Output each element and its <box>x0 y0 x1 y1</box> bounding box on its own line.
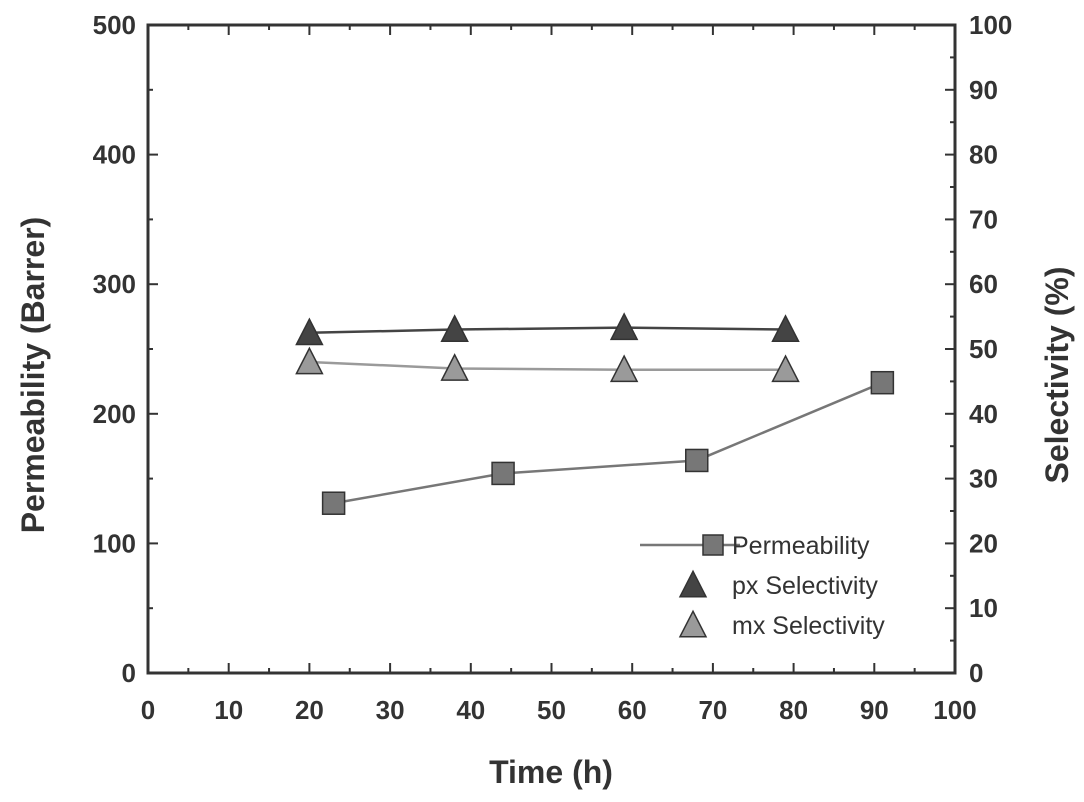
x-axis-title: Time (h) <box>489 754 613 790</box>
y2-tick-label: 20 <box>969 528 998 558</box>
data-point-triangle <box>296 348 322 373</box>
y2-tick-label: 30 <box>969 464 998 494</box>
x-tick-label: 20 <box>295 695 324 725</box>
y2-tick-label: 10 <box>969 593 998 623</box>
y-tick-label: 300 <box>93 269 136 299</box>
legend-label: px Selectivity <box>732 572 878 600</box>
y-tick-label: 200 <box>93 399 136 429</box>
legend: Permeability px Selectivity mx Selectivity <box>640 532 885 640</box>
series-px-selectivity <box>296 314 798 345</box>
x-tick-label: 90 <box>860 695 889 725</box>
data-point-square <box>686 449 708 471</box>
x-tick-label: 60 <box>618 695 647 725</box>
series-permeability <box>323 372 894 515</box>
x-tick-label: 0 <box>141 695 155 725</box>
x-tick-label: 80 <box>779 695 808 725</box>
x-tick-label: 30 <box>376 695 405 725</box>
y2-tick-label: 0 <box>969 658 983 688</box>
data-point-square <box>492 462 514 484</box>
x-tick-label: 70 <box>698 695 727 725</box>
y2-tick-label: 90 <box>969 75 998 105</box>
y-tick-label: 500 <box>93 10 136 40</box>
y2-tick-label: 50 <box>969 334 998 364</box>
series-layer <box>296 314 893 514</box>
y2-tick-label: 70 <box>969 204 998 234</box>
y2-tick-label: 100 <box>969 10 1012 40</box>
y2-tick-label: 60 <box>969 269 998 299</box>
y2-tick-label: 80 <box>969 140 998 170</box>
data-point-square <box>323 492 345 514</box>
y-axis-title: Permeability (Barrer) <box>15 217 51 534</box>
series-line <box>309 328 785 333</box>
x-tick-label: 50 <box>537 695 566 725</box>
series-line <box>309 362 785 370</box>
x-tick-label: 100 <box>933 695 976 725</box>
y-tick-label: 100 <box>93 528 136 558</box>
y2-tick-label: 40 <box>969 399 998 429</box>
y-tick-label: 400 <box>93 140 136 170</box>
legend-marker-square <box>703 535 723 555</box>
x-tick-label: 40 <box>456 695 485 725</box>
legend-label: mx Selectivity <box>732 612 885 640</box>
y-tick-label: 0 <box>122 658 136 688</box>
data-point-square <box>871 372 893 394</box>
legend-label: Permeability <box>732 532 870 560</box>
x-tick-label: 10 <box>214 695 243 725</box>
series-line <box>334 383 883 504</box>
legend-marker-triangle <box>680 571 706 596</box>
legend-marker-triangle <box>680 611 706 636</box>
series-mx-selectivity <box>296 348 798 381</box>
y2-axis-title: Selectivity (%) <box>1039 267 1075 484</box>
